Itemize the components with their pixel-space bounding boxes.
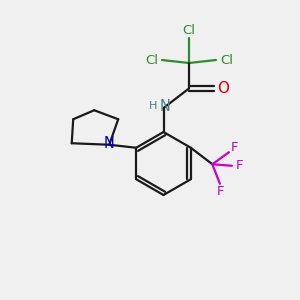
Text: N: N [103, 136, 114, 151]
Text: F: F [236, 159, 244, 172]
Text: H: H [148, 100, 157, 111]
Text: O: O [218, 81, 230, 96]
Text: N: N [160, 99, 170, 114]
Text: Cl: Cl [220, 53, 233, 67]
Text: Cl: Cl [145, 53, 158, 67]
Text: F: F [217, 185, 224, 198]
Text: Cl: Cl [182, 23, 196, 37]
Text: F: F [231, 141, 238, 154]
